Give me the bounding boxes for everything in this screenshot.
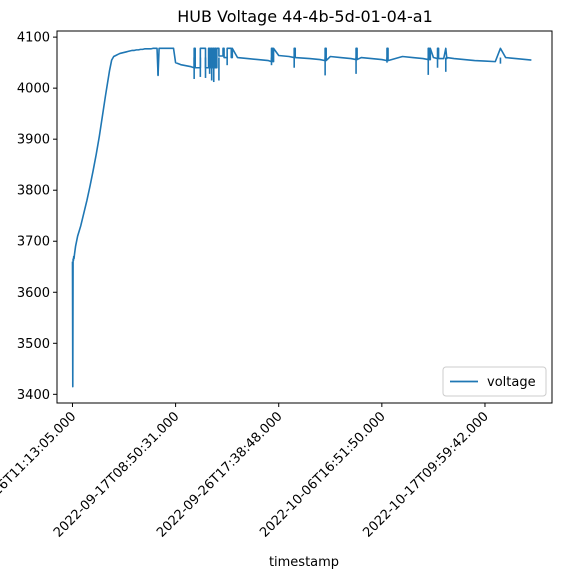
legend-label-voltage: voltage — [487, 375, 536, 390]
series-line-voltage — [71, 47, 532, 388]
y-tick-label-4100: 4100 — [17, 31, 50, 46]
y-tick-label-3400: 3400 — [17, 388, 50, 403]
y-tick-label-3600: 3600 — [17, 286, 50, 301]
plot-area — [71, 47, 532, 388]
y-tick-label-3800: 3800 — [17, 184, 50, 199]
chart-title: HUB Voltage 44-4b-5d-01-04-a1 — [177, 7, 433, 26]
y-tick-label-3500: 3500 — [17, 337, 50, 352]
x-axis-label: timestamp — [269, 555, 339, 570]
y-tick-label-3900: 3900 — [17, 133, 50, 148]
legend-box — [442, 366, 547, 397]
legend: voltage — [442, 366, 547, 397]
y-tick-label-3700: 3700 — [17, 235, 50, 250]
y-tick-label-4000: 4000 — [17, 82, 50, 97]
y-axis: 3400 3500 3600 3700 3800 3900 4000 4100 — [17, 31, 57, 403]
plot-frame — [56, 30, 553, 404]
